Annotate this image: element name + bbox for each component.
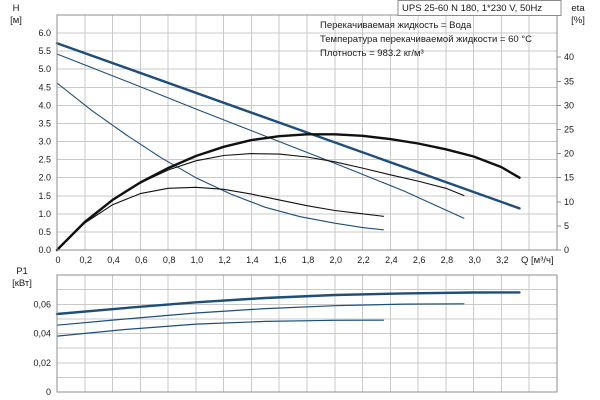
y2-tick-label: 40: [564, 52, 574, 62]
y2-tick-label: 0: [564, 245, 569, 255]
x-tick-label: 0,6: [135, 255, 148, 265]
x-tick-label: 3,0: [468, 255, 481, 265]
fluid-info-line-1: Перекачиваемая жидкость = Вода: [320, 20, 472, 31]
power-y-axis-unit: [кВт]: [12, 278, 32, 289]
x-tick-label: 0: [55, 255, 60, 265]
head-curve-2: [56, 53, 465, 219]
x-axis-label: Q [м³/ч]: [521, 255, 554, 266]
efficiency-curve-3: [56, 186, 384, 251]
y-tick-label: 2.0: [38, 173, 51, 183]
power-y-tick-label: 0,06: [33, 299, 51, 309]
x-tick-label: 1,2: [218, 255, 231, 265]
x-tick-label: 0,8: [163, 255, 176, 265]
y-tick-label: 3.5: [38, 118, 51, 128]
x-tick-label: 2,8: [441, 255, 454, 265]
y-tick-label: 4.5: [38, 82, 51, 92]
x-tick-label: 0,2: [80, 255, 93, 265]
efficiency-curve-2: [56, 153, 465, 251]
y2-tick-label: 35: [564, 76, 574, 86]
power-plot-frame: [56, 274, 558, 393]
x-tick-label: 2,4: [385, 255, 398, 265]
grid-layer: [56, 15, 557, 393]
y-tick-label: 4.0: [38, 100, 51, 110]
head-plot-frame: [56, 14, 558, 251]
power-curve-3: [56, 319, 384, 337]
power-y-tick-label: 0,04: [33, 329, 51, 339]
y-tick-label: 5.5: [38, 46, 51, 56]
head-curve-1: [55, 42, 521, 210]
y2-axis-label: eta: [571, 3, 585, 14]
chart-title: UPS 25-60 N 180, 1*230 V, 50Hz: [402, 3, 542, 14]
y-axis-unit: [м]: [10, 15, 22, 26]
x-tick-label: 2,2: [357, 255, 370, 265]
frame-layer: [56, 14, 561, 393]
curve-layer: [55, 42, 521, 337]
y2-tick-label: 20: [564, 149, 574, 159]
power-y-tick-label: 0: [46, 387, 51, 397]
y2-tick-label: 10: [564, 197, 574, 207]
y-tick-label: 1.0: [38, 209, 51, 219]
y-tick-label: 0.5: [38, 227, 51, 237]
power-y-tick-label: 0,02: [33, 358, 51, 368]
power-y-axis-label: P1: [16, 266, 28, 277]
x-tick-label: 3,2: [496, 255, 509, 265]
y-tick-label: 0.0: [38, 245, 51, 255]
efficiency-curve-1: [55, 133, 521, 252]
x-tick-label: 1,6: [274, 255, 287, 265]
fluid-info: Перекачиваемая жидкость = Вода Температу…: [320, 20, 532, 59]
fluid-info-line-3: Плотность = 983.2 кг/м³: [320, 48, 424, 59]
x-tick-label: 1,0: [191, 255, 204, 265]
x-tick-label: 0,4: [107, 255, 120, 265]
y-tick-label: 1.5: [38, 191, 51, 201]
x-tick-label: 1,4: [246, 255, 259, 265]
y2-tick-label: 25: [564, 124, 574, 134]
y2-tick-label: 30: [564, 100, 574, 110]
title-box: UPS 25-60 N 180, 1*230 V, 50Hz: [397, 0, 562, 16]
y2-tick-label: 5: [564, 221, 569, 231]
y-tick-label: 2.5: [38, 155, 51, 165]
fluid-info-line-2: Температура перекачиваемой жидкости = 60…: [320, 34, 532, 45]
y2-tick-label: 15: [564, 173, 574, 183]
label-layer: 0 0,2 0,4 0,6 0,8 1,0 1,2 1,4 1,6 1,8 2,0 2,2 2,4 2,6…: [10, 3, 585, 397]
x-tick-label: 2,6: [413, 255, 426, 265]
head-curve-3: [56, 82, 384, 231]
y-axis-label: H: [13, 3, 20, 14]
x-tick-label: 1,8: [302, 255, 315, 265]
x-tick-label: 2,0: [330, 255, 343, 265]
y2-axis-unit: [%]: [571, 15, 585, 26]
y-tick-label: 6.0: [38, 28, 51, 38]
y-tick-label: 3.0: [38, 137, 51, 147]
power-curve-2: [56, 303, 465, 326]
y-tick-label: 5.0: [38, 64, 51, 74]
power-curve-1: [55, 291, 521, 316]
